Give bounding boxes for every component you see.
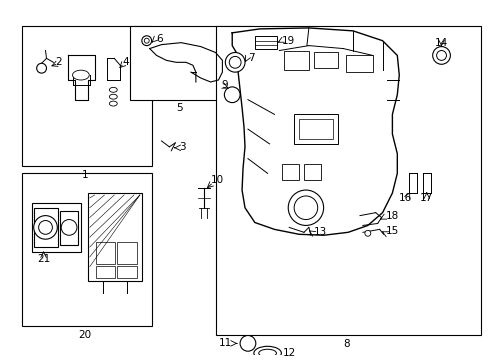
Text: 7: 7 — [248, 53, 255, 63]
Bar — [22, 26, 151, 166]
Circle shape — [37, 63, 47, 73]
Text: 19: 19 — [281, 36, 294, 46]
Bar — [117, 242, 137, 264]
Bar — [32, 203, 81, 252]
Text: 5: 5 — [176, 103, 182, 113]
Ellipse shape — [259, 349, 276, 357]
Circle shape — [142, 36, 151, 46]
Bar — [314, 53, 339, 68]
Ellipse shape — [254, 346, 281, 360]
Circle shape — [39, 221, 52, 234]
Circle shape — [437, 50, 446, 60]
Text: 18: 18 — [386, 211, 399, 221]
Text: 15: 15 — [386, 226, 399, 236]
Bar — [88, 193, 142, 282]
Bar — [96, 266, 115, 278]
Text: 16: 16 — [398, 193, 412, 203]
Text: 11: 11 — [219, 338, 232, 348]
Ellipse shape — [73, 70, 89, 80]
Text: 8: 8 — [343, 339, 349, 349]
Text: 12: 12 — [282, 348, 295, 358]
Circle shape — [34, 216, 57, 239]
Text: 4: 4 — [122, 57, 129, 67]
Text: 14: 14 — [435, 38, 448, 48]
Circle shape — [225, 53, 245, 72]
Bar — [60, 211, 78, 245]
Text: 2: 2 — [55, 57, 62, 67]
Bar — [304, 163, 320, 180]
Text: 9: 9 — [221, 80, 228, 90]
Text: 21: 21 — [37, 254, 50, 264]
Bar — [282, 163, 299, 180]
Bar — [255, 36, 277, 49]
Text: 3: 3 — [179, 142, 186, 152]
Bar — [299, 119, 333, 139]
Bar — [346, 55, 373, 72]
Text: 17: 17 — [420, 193, 434, 203]
Circle shape — [229, 57, 241, 68]
Circle shape — [240, 336, 256, 351]
Circle shape — [61, 220, 77, 235]
Circle shape — [365, 230, 371, 236]
Circle shape — [224, 87, 240, 103]
Ellipse shape — [109, 101, 117, 106]
Bar — [216, 26, 481, 336]
Text: 20: 20 — [78, 330, 92, 341]
Bar — [117, 266, 137, 278]
Text: 10: 10 — [211, 175, 224, 185]
Circle shape — [288, 190, 323, 225]
Text: 13: 13 — [314, 227, 327, 237]
Circle shape — [294, 196, 318, 220]
Text: 1: 1 — [81, 170, 88, 180]
Bar — [130, 26, 252, 100]
Bar — [294, 114, 339, 144]
Circle shape — [433, 46, 450, 64]
Bar — [22, 174, 151, 326]
Bar — [284, 50, 309, 70]
Circle shape — [144, 38, 149, 43]
Bar — [34, 208, 58, 247]
Bar — [96, 242, 115, 264]
Ellipse shape — [109, 94, 117, 99]
Ellipse shape — [109, 87, 117, 92]
Text: 6: 6 — [157, 34, 163, 44]
